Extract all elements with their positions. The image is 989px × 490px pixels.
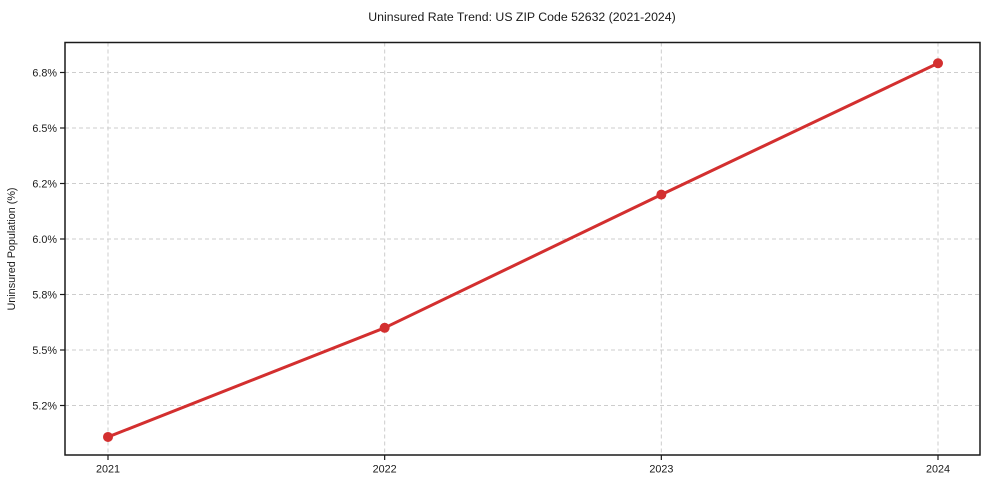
- data-series: [103, 58, 943, 442]
- y-axis-label: Uninsured Population (%): [6, 187, 18, 310]
- y-tick-label: 5.2%: [32, 400, 57, 412]
- chart-title: Uninsured Rate Trend: US ZIP Code 52632 …: [368, 10, 675, 24]
- plot-border: [64, 41, 981, 456]
- y-tick-label: 5.8%: [32, 289, 57, 301]
- trend-line: [106, 61, 940, 439]
- axis-ticks: [60, 71, 939, 460]
- x-tick-label: 2024: [926, 464, 950, 476]
- y-tick-label: 6.2%: [32, 178, 57, 190]
- y-tick-label: 6.5%: [32, 123, 57, 135]
- y-tick-label: 6.8%: [32, 67, 57, 79]
- x-tick-label: 2021: [96, 464, 120, 476]
- data-point: [379, 322, 390, 333]
- gridlines: [65, 42, 980, 455]
- data-point: [656, 189, 667, 200]
- x-tick-label: 2022: [373, 464, 397, 476]
- y-tick-label: 5.5%: [32, 345, 57, 357]
- tick-labels: 6.8% 6.5% 6.2% 6.0% 5.8% 5.5% 5.2% 2021 2022 2023…: [32, 67, 950, 475]
- y-tick-label: 6.0%: [32, 234, 57, 246]
- data-point: [103, 431, 113, 442]
- data-point: [933, 58, 943, 69]
- x-tick-label: 2023: [649, 464, 673, 476]
